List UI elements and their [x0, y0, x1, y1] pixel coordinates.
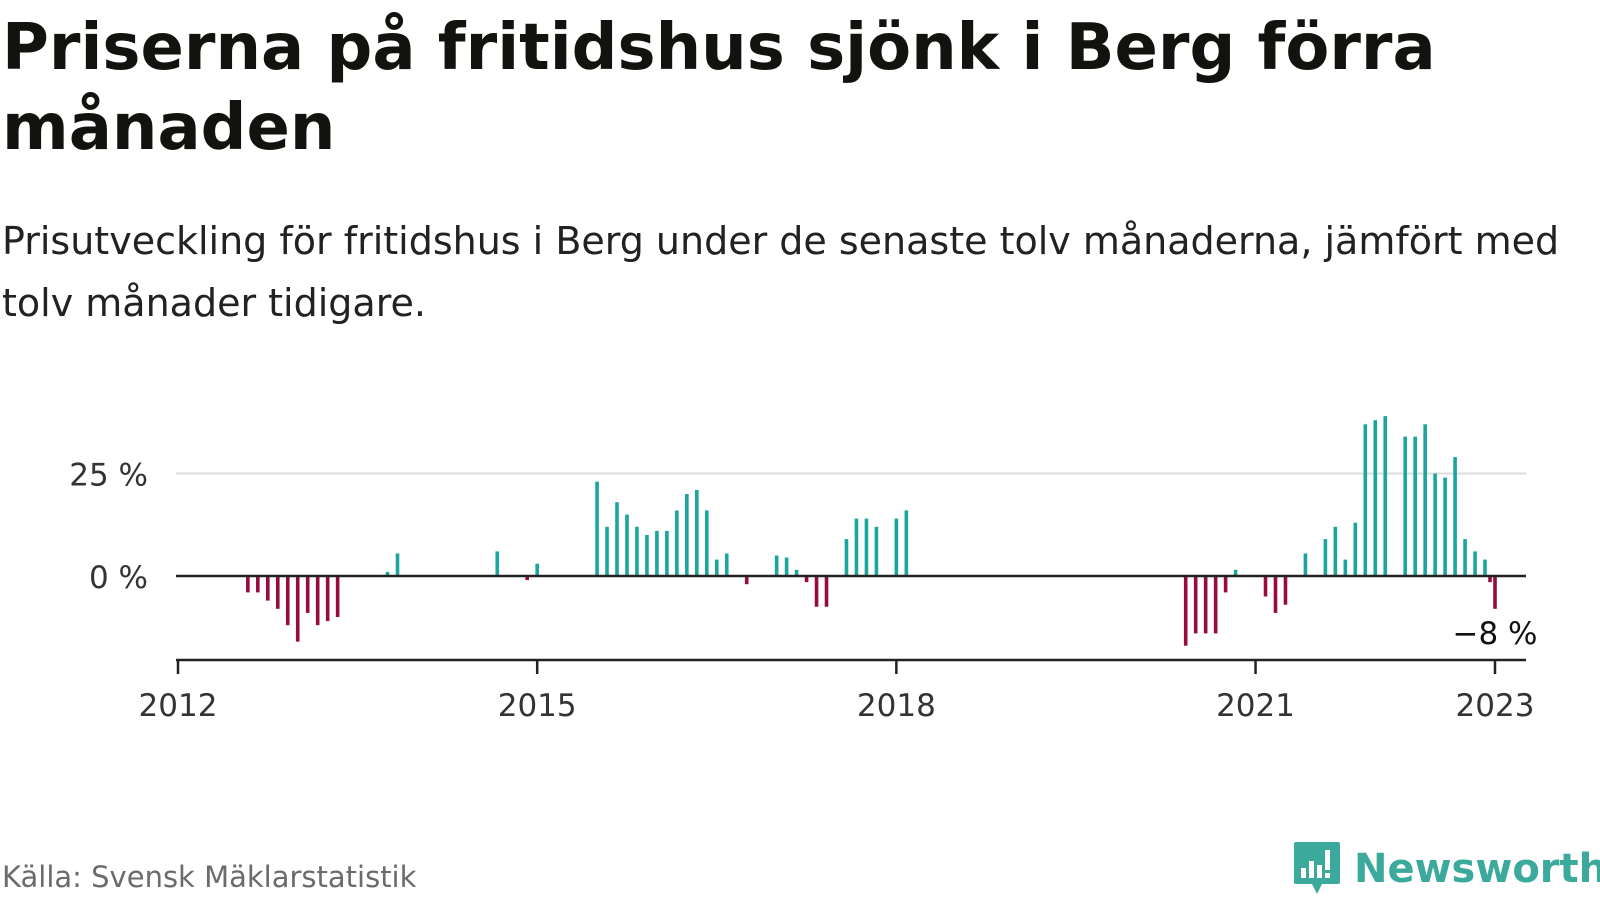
- bar: [1403, 436, 1407, 576]
- bar: [1343, 559, 1348, 576]
- bar: [525, 576, 529, 581]
- bar: [1353, 522, 1358, 576]
- bar: [335, 576, 340, 617]
- bar: [615, 502, 619, 576]
- y-tick-label: 25 %: [69, 458, 148, 494]
- bar: [1303, 553, 1308, 576]
- bar: [1283, 576, 1288, 605]
- bar: [285, 576, 290, 626]
- bar: [705, 510, 709, 576]
- bar: [246, 576, 250, 593]
- bar: [1323, 539, 1328, 576]
- bar: [844, 539, 849, 576]
- x-tick-label: 2012: [139, 688, 218, 724]
- x-tick-label: 2023: [1456, 688, 1535, 724]
- bar-layer: [246, 416, 1497, 646]
- bar: [1483, 559, 1487, 576]
- bar: [1443, 477, 1447, 576]
- x-tick-label: 2018: [857, 688, 936, 724]
- bar: [724, 553, 729, 576]
- bar: [1203, 576, 1208, 634]
- bar: [385, 571, 390, 576]
- bar: [1333, 526, 1338, 576]
- source-note: Källa: Svensk Mäklarstatistik: [2, 860, 417, 894]
- bar: [256, 576, 260, 593]
- bar: [1223, 576, 1228, 593]
- bar: [814, 576, 819, 607]
- axis-layer: 0 % 25 % 2012 2015 2018 2021 2023 −8 %: [69, 458, 1537, 725]
- bar: [1423, 424, 1427, 576]
- bar-chart-speech-bubble-icon: [1294, 842, 1340, 894]
- bar: [804, 576, 809, 583]
- bar: [864, 518, 869, 576]
- bar: [1488, 576, 1492, 583]
- bar: [395, 553, 400, 576]
- chart-subtitle: Prisutveckling för fritidshus i Berg und…: [2, 219, 1560, 325]
- bar: [495, 551, 500, 576]
- bar: [1383, 416, 1388, 576]
- bar: [1453, 457, 1457, 576]
- bar: [645, 535, 649, 576]
- bar: [625, 514, 629, 576]
- bar: [784, 557, 789, 576]
- bar: [1263, 576, 1268, 597]
- x-tick-label: 2015: [498, 688, 577, 724]
- bar: [595, 481, 599, 576]
- bar: [305, 576, 310, 613]
- bar: [685, 494, 689, 576]
- bar: [266, 576, 270, 601]
- bar: [675, 510, 679, 576]
- x-tick-label: 2021: [1216, 688, 1295, 724]
- bar: [695, 489, 699, 576]
- bar: [874, 526, 879, 576]
- bar: [605, 526, 609, 576]
- bar: [894, 518, 899, 576]
- y-tick-label: 0 %: [89, 560, 148, 596]
- bar: [665, 530, 669, 576]
- bar: [325, 576, 330, 622]
- bar: [774, 555, 779, 576]
- bar: [854, 518, 859, 576]
- newsworthy-logo[interactable]: Newsworthy: [1292, 840, 1600, 898]
- brand-name: Newsworthy: [1354, 846, 1600, 892]
- bar: [315, 576, 320, 626]
- bar: [1463, 539, 1467, 576]
- bar: [1493, 576, 1497, 609]
- bar: [1193, 576, 1198, 634]
- bar: [655, 530, 659, 576]
- bar: [1233, 569, 1238, 576]
- bar: [824, 576, 829, 607]
- bar: [744, 576, 749, 585]
- bar: [714, 559, 719, 576]
- bar: [275, 576, 280, 609]
- bar: [1363, 424, 1368, 576]
- bar: [1413, 436, 1417, 576]
- bar: [1433, 473, 1437, 576]
- bar: [535, 563, 539, 576]
- bar: [904, 510, 909, 576]
- bar: [1213, 576, 1218, 634]
- bar: [1183, 576, 1188, 646]
- bar: [635, 526, 639, 576]
- bar: [1273, 576, 1278, 613]
- bar: [1373, 420, 1378, 576]
- latest-value-annotation: −8 %: [1452, 616, 1537, 652]
- bar: [1473, 551, 1477, 576]
- bar: [295, 576, 300, 642]
- bar: [794, 569, 799, 576]
- chart-title: Priserna på fritidshus sjönk i Berg förr…: [2, 11, 1436, 165]
